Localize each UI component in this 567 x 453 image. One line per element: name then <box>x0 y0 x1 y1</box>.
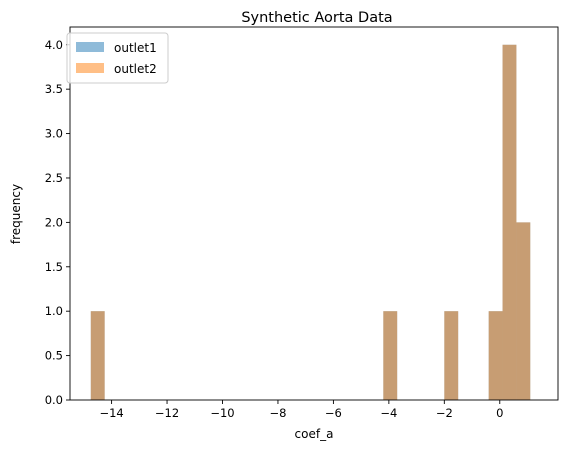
y-tick-label: 4.0 <box>45 38 63 52</box>
x-tick-label: −4 <box>380 406 397 420</box>
bar-outlet2-1 <box>383 311 398 400</box>
bar-outlet2-2 <box>444 311 459 400</box>
y-tick-label: 3.5 <box>45 82 63 96</box>
chart-title: Synthetic Aorta Data <box>241 10 392 26</box>
x-tick-label: −14 <box>99 406 123 420</box>
y-axis-label: frequency <box>9 184 23 244</box>
x-tick-label: −6 <box>325 406 342 420</box>
y-axis-ticks: 0.0 0.5 1.0 1.5 2.0 2.5 3.0 3.5 4.0 <box>45 38 70 407</box>
y-tick-label: 0.0 <box>45 393 63 407</box>
bar-outlet2-3 <box>488 311 503 400</box>
x-tick-label: −12 <box>155 406 179 420</box>
x-tick-label: −10 <box>210 406 234 420</box>
y-tick-label: 2.0 <box>45 215 63 229</box>
x-tick-label: 0 <box>496 406 503 420</box>
legend-label-outlet1: outlet1 <box>114 41 157 55</box>
y-tick-label: 2.5 <box>45 171 63 185</box>
y-tick-label: 0.5 <box>45 349 63 363</box>
bars-layer <box>90 44 531 401</box>
x-tick-label: −8 <box>269 406 286 420</box>
x-tick-label: −2 <box>436 406 453 420</box>
bar-outlet2-4 <box>502 44 517 401</box>
legend-label-outlet2: outlet2 <box>114 62 157 76</box>
x-axis-ticks: −14 −12 −10 −8 −6 −4 −2 0 <box>99 400 503 420</box>
legend: outlet1 outlet2 <box>66 32 169 84</box>
y-tick-label: 1.5 <box>45 260 63 274</box>
legend-swatch-outlet2 <box>76 63 104 73</box>
y-tick-label: 1.0 <box>45 304 63 318</box>
axes-frame <box>69 26 559 401</box>
bar-outlet2-0 <box>90 311 105 400</box>
bar-outlet2-5 <box>516 222 531 400</box>
y-tick-label: 3.0 <box>45 127 63 141</box>
x-axis-label: coef_a <box>295 427 334 441</box>
legend-swatch-outlet1 <box>76 42 104 52</box>
